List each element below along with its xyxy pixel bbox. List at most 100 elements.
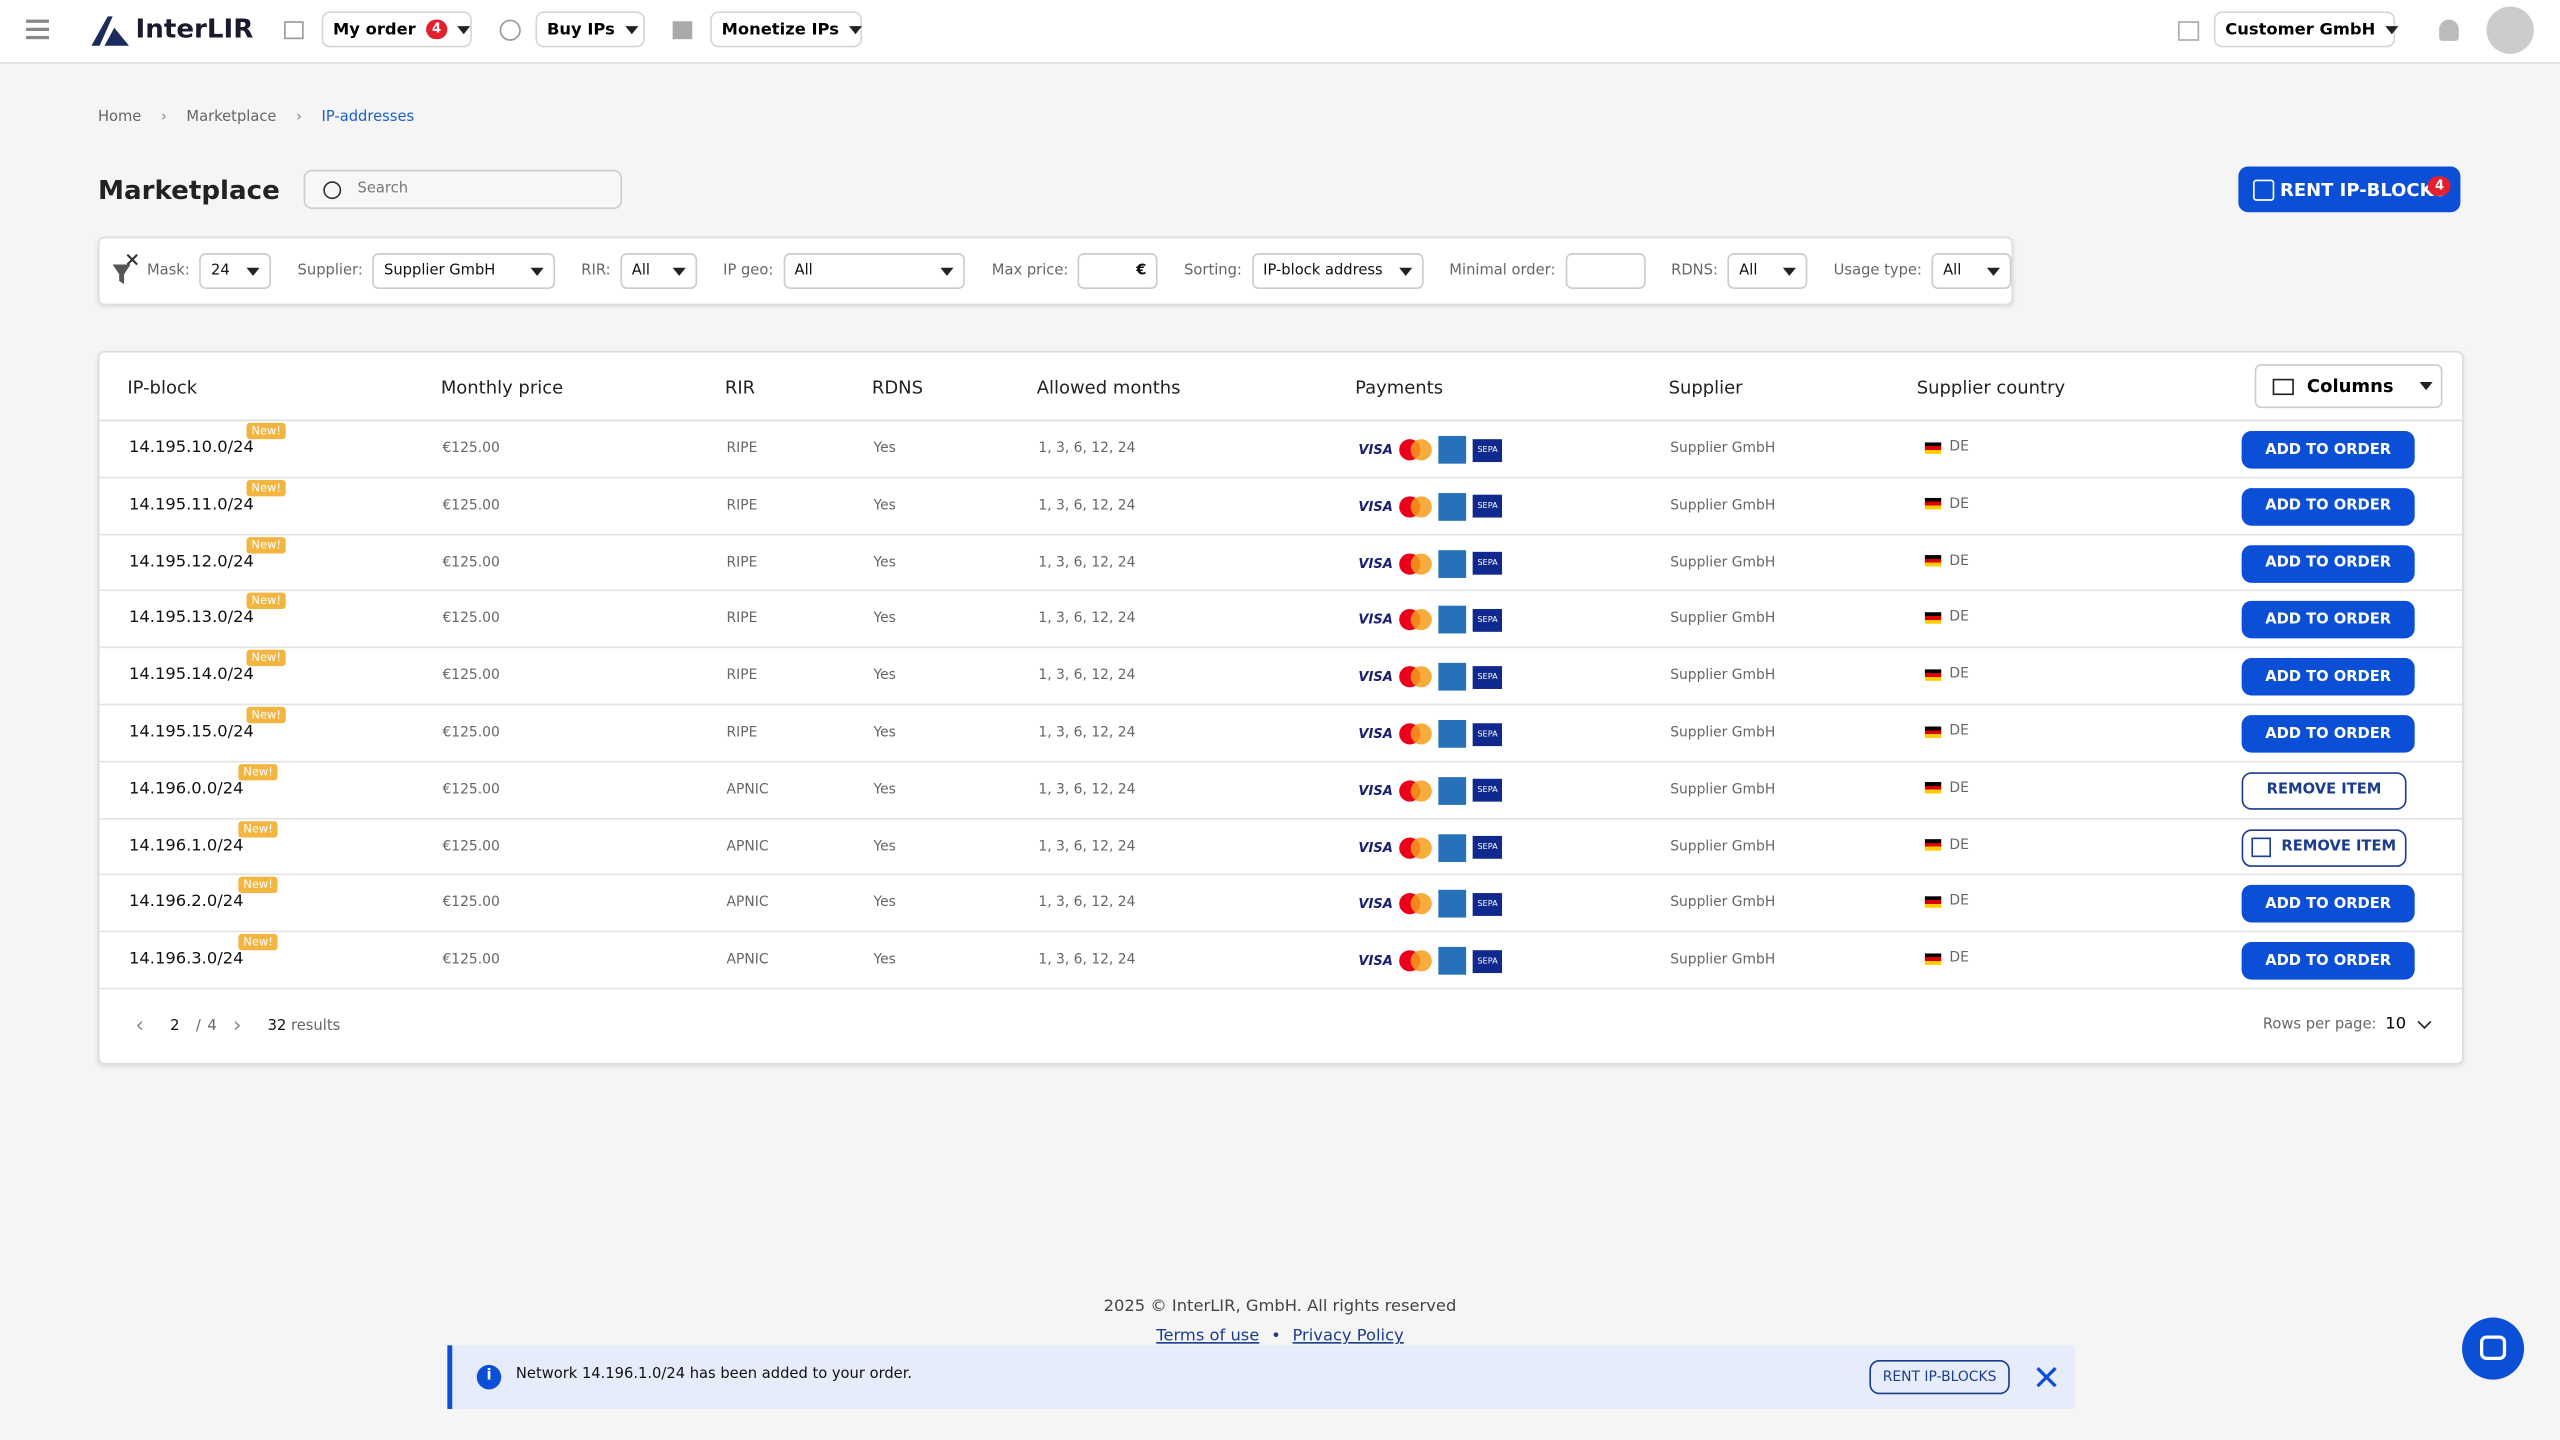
country: DE (1924, 610, 1969, 626)
row-action-button[interactable]: REMOVE ITEM (2241, 828, 2407, 867)
filter-input[interactable]: 24 (199, 253, 272, 289)
caret (1398, 266, 1412, 276)
row-action-button[interactable]: ADD TO ORDER (2241, 431, 2415, 469)
amex-logo (1438, 947, 1467, 975)
circle (1410, 950, 1433, 972)
prev-page[interactable]: ‹ (135, 1013, 145, 1039)
close-icon[interactable] (2036, 1367, 2057, 1388)
amex-logo (1438, 606, 1467, 635)
row-action-button[interactable]: ADD TO ORDER (2241, 544, 2415, 583)
circle (1410, 780, 1433, 802)
column-header: Payments (1355, 377, 1444, 399)
table-row: 14.196.1.0/24 New! €125.00 APNIC Yes 1, 3, 6,… (99, 819, 2463, 876)
filter-input[interactable]: € (1078, 253, 1158, 289)
cell: €125.00 (442, 668, 500, 685)
rows-select[interactable]: 10 (2385, 1015, 2431, 1033)
mastercard-logo (1399, 893, 1433, 915)
cell: 1, 3, 6, 12, 24 (1038, 440, 1136, 458)
flag (1924, 555, 1942, 567)
flag (1924, 612, 1942, 624)
cell: RIPE (726, 497, 758, 514)
amex-logo (1438, 833, 1467, 862)
cell: APNIC (726, 952, 769, 969)
new-badge: New! (246, 593, 286, 610)
page-separator: / (195, 1017, 201, 1035)
new-badge: New! (246, 479, 286, 496)
next-page[interactable]: › (233, 1013, 242, 1039)
circle (1410, 609, 1433, 631)
country: DE (1924, 439, 1969, 456)
suffix: € (1136, 262, 1147, 280)
row-action-button[interactable]: ADD TO ORDER (2241, 601, 2415, 640)
logo-icon (91, 16, 129, 46)
filter-input[interactable]: All (1931, 253, 2012, 289)
top-nav: InterLIR My order 4 Buy IPs Monetize IPs … (0, 0, 2560, 64)
row-action-button[interactable]: ADD TO ORDER (2241, 715, 2415, 753)
row-action-button[interactable]: ADD TO ORDER (2241, 942, 2415, 980)
country: DE (1924, 837, 1969, 853)
filter-input[interactable]: Supplier GmbH (372, 253, 556, 289)
filter-label: IP geo: (723, 262, 774, 280)
my-order-button[interactable]: My order 4 (321, 11, 472, 48)
filter-input[interactable]: IP-block address (1251, 253, 1424, 289)
filter-label: Max price: (991, 262, 1069, 280)
row-action-button[interactable]: ADD TO ORDER (2241, 658, 2415, 696)
sepa-logo: SEPA (1472, 438, 1503, 462)
filter-input[interactable]: All (620, 253, 697, 289)
sepa-logo: SEPA (1472, 551, 1503, 575)
chat-button[interactable] (2462, 1317, 2525, 1380)
row-action-button[interactable]: ADD TO ORDER (2241, 885, 2415, 924)
filter-input[interactable]: All (1727, 253, 1808, 289)
mastercard-logo (1399, 666, 1433, 688)
cell: Yes (873, 838, 896, 855)
crumb[interactable]: Marketplace (186, 109, 277, 126)
placeholder: Search (357, 181, 409, 198)
label: ADD TO ORDER (2265, 725, 2392, 743)
search-input[interactable]: Search (303, 169, 623, 209)
country: DE (1924, 496, 1969, 512)
terms-link[interactable]: Terms of use (1156, 1327, 1260, 1346)
caret (1783, 266, 1797, 276)
monetize-button[interactable]: Monetize IPs (710, 11, 863, 48)
country: DE (1924, 666, 1969, 683)
bell-icon[interactable] (2439, 19, 2459, 41)
columns-button[interactable]: Columns (2254, 364, 2443, 409)
new-badge: New! (246, 422, 286, 440)
mastercard-logo (1399, 552, 1433, 575)
store-icon (672, 21, 693, 40)
label: Buy IPs (546, 20, 615, 39)
avatar[interactable] (2486, 6, 2534, 54)
visa-logo: VISA (1358, 896, 1393, 912)
rent-button[interactable]: RENT IP-BLOCKS 4 (2238, 166, 2461, 213)
circle (1410, 836, 1433, 859)
buy-ips-button[interactable]: Buy IPs (535, 11, 645, 48)
filter-input[interactable] (1565, 253, 1646, 289)
filter-input[interactable]: All (783, 253, 966, 289)
breadcrumb: Home › Marketplace › IP-addresses (98, 109, 414, 125)
filter-icon[interactable] (109, 251, 138, 287)
table-row: 14.196.2.0/24 New! €125.00 APNIC Yes 1, 3, 6,… (99, 876, 2463, 933)
country-code: DE (1949, 666, 1969, 683)
separator: • (1271, 1327, 1281, 1346)
amex-logo (1438, 435, 1467, 464)
crumb[interactable]: IP-addresses (321, 109, 415, 126)
account-button[interactable]: Customer GmbH (2213, 11, 2399, 48)
value: 24 (210, 262, 230, 280)
amex-logo (1438, 492, 1467, 521)
footer-links: Terms of use • Privacy Policy (0, 1327, 2560, 1345)
menu-icon[interactable] (26, 19, 49, 40)
amex-logo (1438, 776, 1467, 805)
crumb[interactable]: Home (97, 109, 142, 126)
value: All (794, 262, 813, 280)
country: DE (1924, 553, 1969, 569)
row-action-button[interactable]: REMOVE ITEM (2241, 771, 2407, 810)
cell: RIPE (726, 668, 758, 685)
label: ADD TO ORDER (2265, 612, 2392, 629)
toast-rent-button[interactable]: RENT IP-BLOCKS (1869, 1359, 2010, 1395)
mastercard-logo (1399, 439, 1433, 461)
privacy-link[interactable]: Privacy Policy (1292, 1327, 1404, 1346)
ip-block: 14.195.12.0/24 (128, 552, 254, 571)
row-action-button[interactable]: ADD TO ORDER (2241, 487, 2415, 526)
cell: Yes (873, 781, 896, 799)
